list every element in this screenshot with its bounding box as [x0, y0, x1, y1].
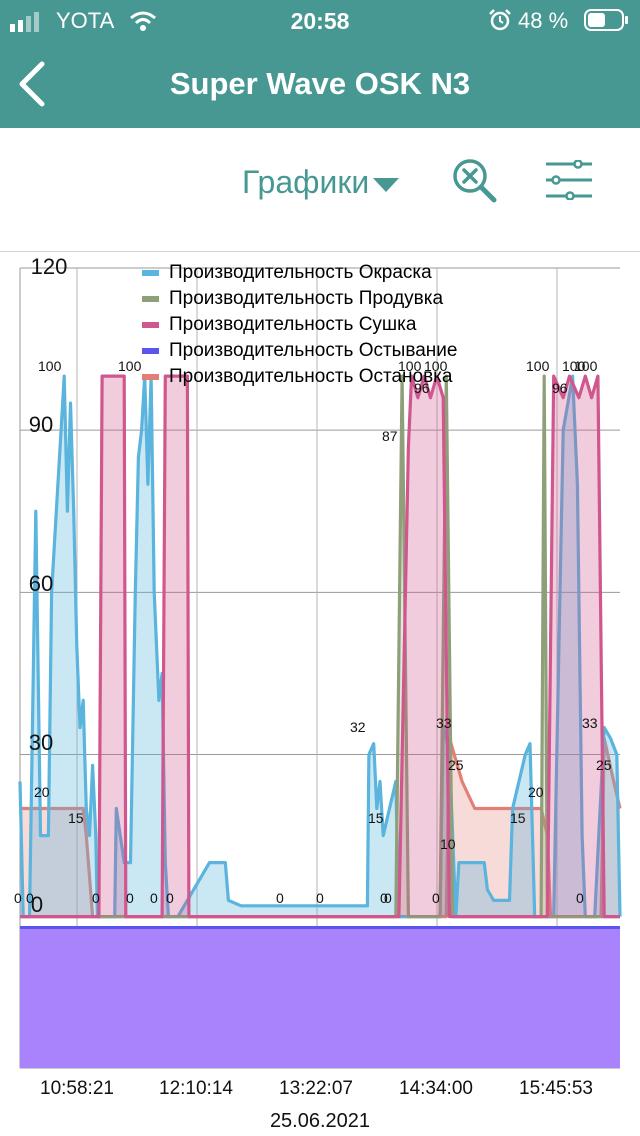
point-label: 100 — [574, 358, 598, 374]
point-label: 100 — [424, 358, 448, 374]
legend-swatch — [142, 374, 159, 380]
point-label: 25 — [448, 757, 464, 773]
series-area — [20, 927, 620, 1068]
alarm-icon — [489, 9, 511, 31]
production-chart — [18, 267, 622, 1069]
point-label: 10 — [440, 836, 456, 852]
point-label: 0 — [432, 890, 440, 906]
y-tick-label: 0 — [30, 892, 44, 917]
navigation-bar: Super Wave OSK N3 — [0, 40, 640, 128]
chart-area[interactable]: Производительность Окраска Производитель… — [0, 252, 640, 1136]
battery-percent: 48 % — [518, 8, 569, 33]
sliders-icon — [546, 159, 592, 201]
series-area — [20, 376, 620, 917]
point-label: 33 — [582, 715, 598, 731]
point-label: 100 — [526, 358, 550, 374]
x-tick-label: 15:45:53 — [519, 1078, 593, 1099]
status-bar: YOTA 20:58 48 % — [0, 0, 640, 40]
legend-swatch — [142, 348, 159, 354]
point-label: 33 — [436, 715, 452, 731]
series-line — [20, 374, 620, 919]
legend-swatch — [142, 322, 159, 328]
point-label: 100 — [118, 358, 142, 374]
y-tick-label: 90 — [28, 412, 54, 437]
point-label: 0 — [14, 890, 22, 906]
point-label: 0 — [380, 890, 388, 906]
point-label: 100 — [562, 358, 586, 374]
x-tick-label: 14:34:00 — [399, 1078, 473, 1099]
legend-swatch — [142, 296, 159, 302]
point-label: 0 — [26, 890, 34, 906]
back-button[interactable] — [10, 58, 60, 110]
cellular-signal-icon — [10, 12, 39, 32]
zoom-out-icon — [453, 159, 497, 203]
point-label: 32 — [350, 719, 366, 735]
legend-label: Производительность Остывание — [169, 340, 458, 361]
point-label: 20 — [528, 784, 544, 800]
legend-item: Производительность Продувка — [142, 286, 457, 312]
point-label: 0 — [316, 890, 324, 906]
legend-item: Производительность Сушка — [142, 312, 457, 338]
x-tick-label: 10:58:21 — [40, 1078, 114, 1099]
series-line — [20, 374, 620, 919]
x-axis-date: 25.06.2021 — [269, 1110, 371, 1132]
clock: 20:58 — [290, 8, 350, 34]
battery-icon — [584, 9, 628, 31]
point-label: 15 — [368, 810, 384, 826]
point-label: 25 — [596, 757, 612, 773]
carrier-label: YOTA — [56, 8, 115, 33]
series-area — [20, 738, 620, 917]
chart-settings-button[interactable] — [544, 159, 594, 201]
legend-item: Производительность Остывание — [142, 338, 457, 364]
series-line — [20, 736, 622, 919]
y-tick-label: 30 — [28, 730, 54, 755]
point-label: 20 — [34, 784, 50, 800]
point-label: 96 — [414, 380, 430, 396]
legend-item: Производительность Окраска — [142, 260, 457, 286]
series-line — [18, 374, 622, 919]
point-label: 100 — [398, 358, 422, 374]
chart-type-dropdown[interactable]: Графики — [242, 164, 400, 201]
legend-label: Производительность Продувка — [169, 288, 444, 309]
point-label: 87 — [382, 428, 398, 444]
y-tick-label: 120 — [30, 254, 68, 279]
point-label: 0 — [92, 890, 100, 906]
zoom-reset-button[interactable] — [450, 156, 498, 204]
point-label: 0 — [166, 890, 174, 906]
chevron-left-icon — [19, 61, 45, 107]
point-label: 15 — [510, 810, 526, 826]
point-label: 100 — [38, 358, 62, 374]
chart-toolbar: Графики — [0, 128, 640, 250]
legend-label: Производительность Остановка — [169, 366, 453, 387]
page-title: Super Wave OSK N3 — [169, 66, 471, 101]
legend-item: Производительность Остановка — [142, 364, 457, 390]
point-label: 0 — [576, 890, 584, 906]
wifi-icon — [130, 11, 156, 31]
point-label: 0 — [276, 890, 284, 906]
point-label: 0 — [384, 890, 392, 906]
toolbar-divider — [0, 251, 640, 252]
legend-label: Производительность Сушка — [169, 314, 417, 335]
point-label: 15 — [68, 810, 84, 826]
point-label: 96 — [552, 380, 568, 396]
chart-type-label: Графики — [242, 164, 370, 200]
x-tick-label: 13:22:07 — [279, 1078, 353, 1099]
point-label: 0 — [150, 890, 158, 906]
caret-down-icon — [373, 177, 400, 192]
legend-swatch — [142, 270, 159, 276]
legend-label: Производительность Окраска — [169, 262, 432, 283]
point-label: 0 — [126, 890, 134, 906]
chart-legend: Производительность Окраска Производитель… — [142, 260, 457, 390]
x-tick-label: 12:10:14 — [159, 1078, 233, 1099]
y-tick-label: 60 — [28, 571, 54, 596]
series-area — [20, 376, 620, 917]
